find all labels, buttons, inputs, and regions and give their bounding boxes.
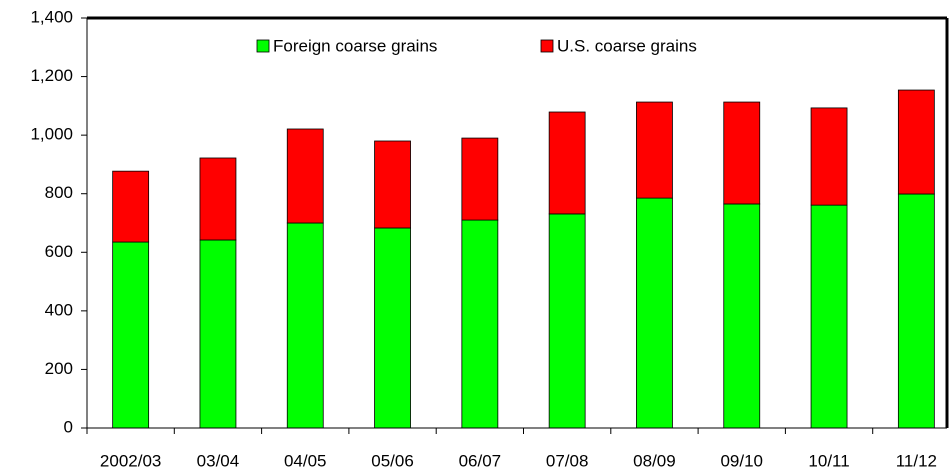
y-tick-label: 0 [64,417,73,436]
bar-segment [548,213,586,429]
bar-segment [810,107,848,206]
x-tick-label: 11/12 [896,451,937,470]
bar-segment [461,219,499,429]
x-tick-label: 06/07 [459,451,502,470]
bar-segment [636,197,673,429]
x-tick-label: 04/05 [284,451,327,470]
x-tick-label: 05/06 [371,451,414,470]
bar-segment [897,89,935,195]
x-tick-label: 07/08 [546,451,589,470]
legend-swatch [256,39,270,53]
bar-segment [112,241,150,429]
legend-swatch [540,39,554,53]
bar-segment [810,204,848,429]
bar-segment [548,111,586,215]
legend-label: U.S. coarse grains [557,36,697,55]
legend-label: Foreign coarse grains [273,36,437,55]
y-tick-label: 1,200 [30,66,73,85]
x-tick-label: 09/10 [720,451,763,470]
bar-segment [112,170,150,243]
bar-segment [199,239,237,429]
x-tick-label: 03/04 [197,451,240,470]
x-tick-label: 08/09 [633,451,676,470]
y-tick-label: 1,000 [30,125,73,144]
bar-segment [286,222,324,429]
y-tick-label: 800 [45,183,73,202]
y-tick-label: 600 [45,242,73,261]
y-tick-label: 1,400 [30,7,73,26]
bar-segment [461,137,499,221]
bar-segment [897,193,935,429]
bar-segment [199,157,237,241]
bar-segment [723,203,761,429]
bar-segment [723,101,761,205]
bar-segment [636,101,673,199]
x-tick-label: 10/11 [808,451,849,470]
bar-segment [374,227,411,429]
bar-segment [286,128,324,224]
y-tick-label: 400 [45,300,73,319]
x-tick-label: 2002/03 [100,451,161,470]
bar-segment [374,140,411,229]
y-tick-label: 200 [45,359,73,378]
